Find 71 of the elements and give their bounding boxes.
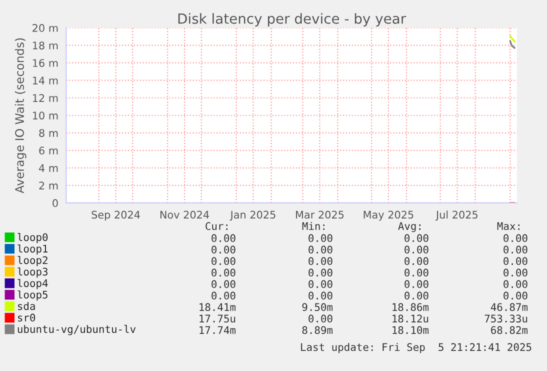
legend-label: sr0 — [18, 314, 36, 322]
y-axis-title: Average IO Wait (seconds) — [14, 38, 26, 194]
line-series — [509, 34, 516, 43]
legend-label: loop4 — [18, 278, 48, 290]
y-tick-label: 0 — [52, 199, 58, 208]
y-tick-label: 14 m — [32, 76, 58, 84]
x-tick-label: Mar 2025 — [296, 210, 344, 219]
x-tick-label: Sep 2024 — [92, 210, 140, 221]
text: 18.10m — [392, 326, 429, 334]
text: 18.41m — [200, 303, 236, 312]
text: 0.00 — [404, 257, 428, 266]
text: Avg: — [398, 222, 420, 232]
text: Max: — [497, 222, 520, 230]
text: 17.74m — [200, 326, 236, 334]
legend-label: loop5 — [18, 290, 48, 301]
legend-label: ubuntu-vg/ubuntu-lv — [18, 324, 136, 336]
text: 18.86m — [392, 303, 429, 312]
text: 753.33u — [484, 314, 528, 323]
x-tick-label: May 2025 — [364, 210, 414, 221]
text: 0.00 — [308, 268, 332, 277]
text: 0.00 — [308, 246, 332, 254]
text: 0.00 — [404, 280, 428, 288]
text: 0.00 — [404, 292, 428, 300]
x-tick-label: Jul 2025 — [435, 210, 478, 221]
text: 0.00 — [504, 234, 528, 242]
y-tick-label: 20 m — [32, 24, 58, 32]
y-tick-label: 8 m — [39, 129, 58, 137]
text: 0.00 — [504, 280, 528, 288]
text: 0.00 — [404, 268, 428, 277]
text: 68.82m — [491, 326, 528, 334]
text: 0.00 — [504, 246, 528, 254]
text: 18.12u — [392, 314, 428, 323]
y-tick-label: 18 m — [32, 42, 58, 50]
y-tick-label: 6 m — [39, 146, 58, 155]
y-tick-label: 12 m — [32, 94, 58, 102]
legend-label: loop0 — [18, 233, 48, 244]
text: 0.00 — [308, 234, 332, 242]
text: Min: — [302, 222, 324, 230]
x-tick-label: Nov 2024 — [160, 210, 209, 219]
text: 0.00 — [212, 234, 236, 242]
text: 0.00 — [308, 292, 332, 300]
text: 17.75u — [200, 314, 236, 323]
legend-label: loop3 — [18, 267, 48, 278]
text: 9.50m — [302, 303, 333, 312]
text: 0.00 — [404, 234, 428, 242]
text: 0.00 — [308, 257, 332, 266]
text: 0.00 — [504, 268, 528, 277]
text: 0.00 — [212, 246, 236, 254]
line-series — [509, 40, 516, 49]
text: 0.00 — [212, 268, 236, 277]
legend-label: sda — [18, 302, 35, 310]
y-tick-label: 10 m — [32, 112, 58, 120]
text: 46.87m — [490, 303, 528, 312]
y-tick-label: 4 m — [38, 164, 58, 172]
text: 0.00 — [504, 257, 528, 266]
text: 0.00 — [212, 292, 236, 300]
legend-label: loop2 — [18, 256, 48, 266]
text: 0.00 — [308, 280, 332, 288]
text: 0.00 — [212, 257, 236, 266]
text: 0.00 — [212, 280, 236, 288]
text: 8.89m — [302, 326, 333, 334]
text: Last update: Fri Sep 5 21:21:41 2025 — [301, 342, 532, 354]
text: Cur: — [206, 222, 228, 230]
text: 0.00 — [504, 292, 528, 300]
x-tick-label: Jan 2025 — [230, 210, 276, 221]
chart-title: Disk latency per device - by year — [178, 13, 406, 27]
text: 0.00 — [308, 314, 332, 323]
y-tick-label: 2 m — [39, 182, 58, 190]
y-tick-label: 16 m — [32, 59, 58, 67]
text: 0.00 — [404, 246, 428, 254]
legend-label: loop1 — [18, 244, 48, 255]
